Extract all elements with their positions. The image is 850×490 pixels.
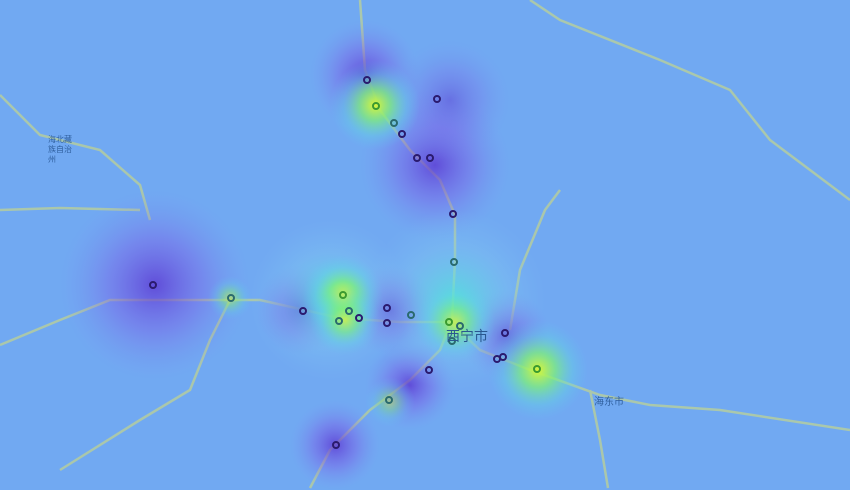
point-marker	[426, 154, 434, 162]
point-marker	[332, 441, 340, 449]
point-marker	[413, 154, 421, 162]
point-marker	[445, 318, 453, 326]
point-marker	[433, 95, 441, 103]
point-marker	[390, 119, 398, 127]
point-marker	[355, 314, 363, 322]
point-marker	[448, 337, 456, 345]
point-marker	[383, 319, 391, 327]
point-marker	[450, 258, 458, 266]
point-marker	[499, 353, 507, 361]
point-marker	[385, 396, 393, 404]
city-label-xining: 西宁市	[446, 329, 488, 345]
point-marker	[227, 294, 235, 302]
point-marker	[372, 102, 380, 110]
point-marker	[398, 130, 406, 138]
point-marker	[407, 311, 415, 319]
point-marker	[339, 291, 347, 299]
point-marker	[501, 329, 509, 337]
point-marker	[335, 317, 343, 325]
point-marker	[383, 304, 391, 312]
city-label-haidong: 海东市	[594, 397, 624, 408]
point-marker	[449, 210, 457, 218]
point-marker	[456, 322, 464, 330]
point-marker	[533, 365, 541, 373]
point-marker	[299, 307, 307, 315]
data-points	[149, 76, 541, 449]
region-label-haibei: 海北藏族自治州	[48, 135, 72, 164]
heat-blobs	[60, 20, 588, 490]
point-marker	[425, 366, 433, 374]
point-marker	[149, 281, 157, 289]
point-marker	[345, 307, 353, 315]
point-marker	[363, 76, 371, 84]
